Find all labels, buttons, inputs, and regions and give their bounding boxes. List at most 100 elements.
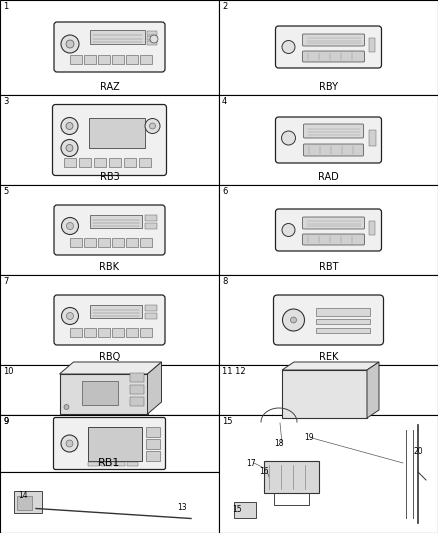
Bar xyxy=(0,472,219,533)
FancyBboxPatch shape xyxy=(54,205,165,255)
Bar xyxy=(145,215,157,221)
Bar xyxy=(145,450,159,461)
Bar xyxy=(219,0,438,95)
Text: 14: 14 xyxy=(18,491,28,500)
Bar xyxy=(130,397,144,406)
Bar xyxy=(282,370,367,418)
Bar xyxy=(98,238,110,247)
Bar xyxy=(0,185,219,275)
Bar xyxy=(124,157,135,166)
Bar xyxy=(127,462,138,465)
Ellipse shape xyxy=(64,405,69,409)
FancyBboxPatch shape xyxy=(276,117,381,163)
Ellipse shape xyxy=(66,123,73,130)
Text: 7: 7 xyxy=(3,277,8,286)
FancyBboxPatch shape xyxy=(54,22,165,72)
FancyBboxPatch shape xyxy=(303,51,364,62)
Text: RAD: RAD xyxy=(318,172,339,182)
Bar xyxy=(234,502,256,518)
Bar xyxy=(70,238,82,247)
Text: RB1: RB1 xyxy=(98,458,121,468)
Bar xyxy=(145,426,159,437)
Bar xyxy=(112,55,124,64)
FancyBboxPatch shape xyxy=(276,209,381,251)
Text: 9: 9 xyxy=(3,417,8,426)
Text: 4: 4 xyxy=(222,97,227,106)
Bar xyxy=(112,238,124,247)
Polygon shape xyxy=(282,362,379,370)
Bar xyxy=(145,313,157,319)
Text: 16: 16 xyxy=(259,466,268,475)
Bar xyxy=(0,95,219,185)
Text: RAZ: RAZ xyxy=(99,82,120,92)
Bar xyxy=(84,328,96,337)
Bar xyxy=(264,461,319,493)
Bar xyxy=(70,328,82,337)
Bar xyxy=(0,415,219,472)
Ellipse shape xyxy=(149,123,155,129)
Text: 13: 13 xyxy=(177,504,187,513)
Bar xyxy=(0,415,219,533)
Text: 6: 6 xyxy=(222,187,227,196)
Ellipse shape xyxy=(66,440,73,447)
FancyBboxPatch shape xyxy=(276,26,381,68)
Bar xyxy=(140,55,152,64)
Bar xyxy=(100,462,112,465)
Bar xyxy=(138,157,151,166)
Ellipse shape xyxy=(61,435,78,452)
Polygon shape xyxy=(60,362,162,374)
Text: 17: 17 xyxy=(246,458,256,467)
Bar xyxy=(0,0,219,95)
Bar xyxy=(140,328,152,337)
Ellipse shape xyxy=(61,140,78,157)
Bar xyxy=(130,385,144,394)
Bar xyxy=(84,238,96,247)
FancyBboxPatch shape xyxy=(303,34,364,46)
Ellipse shape xyxy=(290,317,297,323)
Ellipse shape xyxy=(61,35,79,53)
Ellipse shape xyxy=(282,131,296,145)
Ellipse shape xyxy=(282,41,295,53)
Text: 11 12: 11 12 xyxy=(222,367,246,376)
Bar xyxy=(147,36,157,40)
Text: 15: 15 xyxy=(222,417,233,426)
Bar xyxy=(140,238,152,247)
Text: 1: 1 xyxy=(3,2,8,11)
Bar xyxy=(88,118,145,148)
Text: 20: 20 xyxy=(413,447,423,456)
FancyBboxPatch shape xyxy=(53,104,166,175)
Bar xyxy=(109,157,120,166)
Text: REK: REK xyxy=(319,352,338,362)
Bar xyxy=(90,305,142,318)
Text: RBT: RBT xyxy=(319,262,338,272)
Text: 5: 5 xyxy=(3,187,8,196)
Text: 8: 8 xyxy=(222,277,227,286)
Text: 3: 3 xyxy=(3,97,8,106)
Text: RBQ: RBQ xyxy=(99,352,120,362)
Ellipse shape xyxy=(61,217,78,235)
Ellipse shape xyxy=(66,40,74,48)
Ellipse shape xyxy=(283,309,304,331)
FancyBboxPatch shape xyxy=(303,217,364,229)
Bar xyxy=(147,41,157,45)
Text: 10: 10 xyxy=(3,367,14,376)
Bar xyxy=(315,327,370,333)
Bar xyxy=(315,319,370,324)
Bar xyxy=(84,55,96,64)
Bar xyxy=(93,157,106,166)
FancyBboxPatch shape xyxy=(273,295,384,345)
Bar xyxy=(219,365,438,415)
Bar xyxy=(145,305,157,311)
FancyBboxPatch shape xyxy=(303,234,364,245)
Text: 19: 19 xyxy=(304,433,314,442)
Bar xyxy=(112,328,124,337)
Bar xyxy=(126,238,138,247)
Polygon shape xyxy=(148,362,162,414)
Bar xyxy=(219,185,438,275)
FancyBboxPatch shape xyxy=(304,124,364,138)
Bar xyxy=(0,365,219,415)
FancyBboxPatch shape xyxy=(304,144,364,156)
Bar xyxy=(368,130,375,146)
Text: 9: 9 xyxy=(3,417,8,426)
Polygon shape xyxy=(367,362,379,418)
